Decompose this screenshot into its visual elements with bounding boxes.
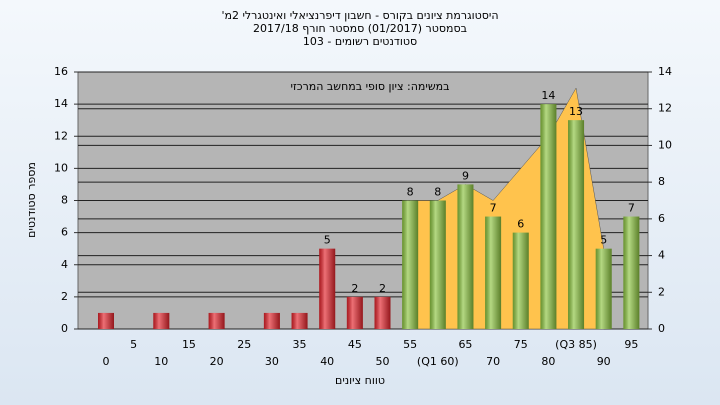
bar-shade [153, 312, 170, 329]
x-tick-label: 30 [265, 355, 279, 368]
y-tick-label: 10 [54, 161, 68, 174]
x-tick-label: (Q3 85) [555, 338, 597, 351]
x-tick-label: 70 [486, 355, 500, 368]
y-tick-label: 2 [61, 290, 68, 303]
bar-shade [291, 312, 308, 329]
x-tick-label: 75 [514, 338, 528, 351]
y-tick-label: 4 [61, 258, 68, 271]
annotation: במשימה: ציון סופי במחשב המרכזי [290, 80, 449, 93]
bar-shade [568, 120, 585, 329]
value-label: 9 [462, 169, 469, 182]
y-axis-label: מספר סטודנטים [25, 162, 38, 238]
y-tick-label: 16 [54, 65, 68, 78]
bar-shade [595, 248, 612, 329]
chart-subtitle: בסמסטר (01/2017) סמסטר חורף 2017/18 [253, 22, 467, 35]
y2-tick-label: 2 [658, 285, 665, 298]
x-tick-label: (Q1 60) [417, 355, 459, 368]
x-tick-label: 35 [293, 338, 307, 351]
y2-tick-label: 0 [658, 322, 665, 335]
value-label: 2 [379, 282, 386, 295]
bar-shade [457, 184, 474, 329]
x-tick-label: 40 [320, 355, 334, 368]
value-label: 7 [490, 202, 497, 215]
y2-tick-label: 6 [658, 212, 665, 225]
value-label: 8 [407, 186, 414, 199]
y-tick-label: 14 [54, 97, 68, 110]
x-tick-label: 25 [237, 338, 251, 351]
value-label: 6 [517, 218, 524, 231]
x-tick-label: 15 [182, 338, 196, 351]
bar-shade [98, 312, 114, 329]
x-tick-label: 80 [541, 355, 555, 368]
y2-tick-label: 12 [658, 102, 672, 115]
bar-shade [346, 296, 363, 329]
bar-shade [402, 200, 419, 329]
bar-shade [623, 216, 640, 329]
x-tick-label: 5 [130, 338, 137, 351]
bar-shade [429, 200, 446, 329]
y2-tick-label: 8 [658, 175, 665, 188]
x-tick-label: 65 [458, 338, 472, 351]
bar-shade [208, 312, 225, 329]
chart-title: היסטוגרמת ציונים בקורס - חשבון דיפרנציאל… [221, 9, 498, 22]
x-tick-label: 55 [403, 338, 417, 351]
value-label: 8 [434, 186, 441, 199]
x-tick-label: 95 [624, 338, 638, 351]
x-tick-label: 45 [348, 338, 362, 351]
x-tick-label: 50 [376, 355, 390, 368]
bar-shade [540, 104, 557, 329]
x-tick-label: 10 [154, 355, 168, 368]
x-tick-label: 90 [597, 355, 611, 368]
bar-shade [374, 296, 391, 329]
value-label: 2 [351, 282, 358, 295]
x-axis-label: טווח ציונים [335, 374, 385, 387]
y2-tick-label: 10 [658, 138, 672, 151]
y-tick-label: 0 [61, 322, 68, 335]
bar-shade [485, 216, 502, 329]
value-label: 7 [628, 202, 635, 215]
value-label: 13 [569, 105, 583, 118]
bar-shade [512, 232, 529, 329]
y-tick-label: 6 [61, 226, 68, 239]
y2-tick-label: 14 [658, 65, 672, 78]
x-tick-label: 20 [210, 355, 224, 368]
value-label: 14 [541, 89, 555, 102]
x-tick-label: 0 [103, 355, 110, 368]
value-label: 5 [324, 234, 331, 247]
y-tick-label: 12 [54, 129, 68, 142]
chart-subtitle: סטודנטים רשומים - 103 [303, 35, 417, 48]
bar-shade [263, 312, 280, 329]
value-label: 5 [600, 234, 607, 247]
y-tick-label: 8 [61, 194, 68, 207]
y2-tick-label: 4 [658, 249, 665, 262]
bar-shade [319, 248, 336, 329]
